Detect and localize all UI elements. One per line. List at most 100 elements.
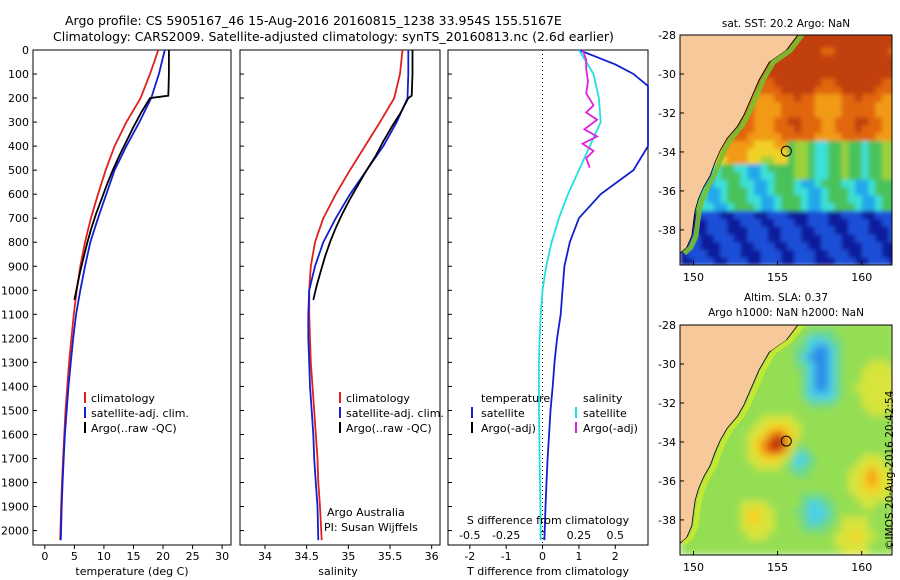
heatmap-cell <box>841 516 849 525</box>
heatmap-cell <box>875 430 883 439</box>
heatmap-cell <box>794 414 802 424</box>
heatmap-cell <box>828 469 836 478</box>
heatmap-cell <box>868 93 876 102</box>
heatmap-cell <box>754 523 762 533</box>
heatmap-cell <box>875 539 883 548</box>
heatmap-cell <box>801 367 809 377</box>
heatmap-cell <box>814 453 822 462</box>
heatmap-cell <box>828 38 836 48</box>
heatmap-cell <box>814 202 822 211</box>
heatmap-cell <box>821 148 829 157</box>
heatmap-cell <box>754 492 762 501</box>
heatmap-cell <box>841 539 849 548</box>
legend-header-salinity: salinity <box>583 392 623 405</box>
heatmap-cell <box>841 477 849 486</box>
heatmap-cell <box>814 461 822 470</box>
heatmap-cell <box>706 233 715 243</box>
heatmap-cell <box>713 241 721 250</box>
heatmap-cell <box>760 469 769 478</box>
heatmap-cell <box>754 226 762 235</box>
heatmap-cell <box>841 422 849 431</box>
heatmap-cell <box>841 375 849 385</box>
heatmap-cell <box>821 469 829 478</box>
heatmap-cell <box>855 391 863 400</box>
heatmap-cell <box>881 422 890 431</box>
heatmap-cell <box>861 249 869 258</box>
temperature-plot-frame <box>32 49 232 546</box>
heatmap-cell <box>807 101 816 110</box>
heatmap-cell <box>740 422 748 431</box>
heatmap-cell <box>828 85 836 95</box>
heatmap-cell <box>727 257 735 265</box>
heatmap-cell <box>706 508 715 517</box>
heatmap-cell <box>767 70 775 79</box>
heatmap-cell <box>774 484 782 494</box>
heatmap-cell <box>727 140 735 149</box>
heatmap-cell <box>821 202 829 211</box>
heatmap-cell <box>767 148 775 157</box>
heatmap-cell <box>774 194 782 204</box>
heatmap-cell <box>747 202 755 211</box>
heatmap-cell <box>848 453 856 462</box>
heatmap-cell <box>888 453 892 462</box>
heatmap-cell <box>841 383 849 392</box>
heatmap-cell <box>794 62 802 71</box>
difference-legend: temperature salinity satellite Argo(-adj… <box>471 392 638 435</box>
heatmap-cell <box>801 54 809 63</box>
heatmap-cell <box>801 508 809 517</box>
heatmap-cell <box>881 187 890 196</box>
heatmap-cell <box>720 461 728 470</box>
heatmap-cell <box>807 132 816 141</box>
heatmap-cell <box>781 484 789 494</box>
heatmap-cell <box>807 352 816 361</box>
heatmap-cell <box>767 171 775 180</box>
heatmap-cell <box>720 226 728 235</box>
x-tick-label: 15 <box>126 550 140 563</box>
heatmap-cell <box>875 414 883 424</box>
heatmap-cell <box>807 171 816 180</box>
heatmap-cell <box>814 445 822 455</box>
heatmap-cell <box>794 257 802 265</box>
heatmap-cell <box>828 367 836 377</box>
legend-label-t-argo: Argo(-adj) <box>481 422 536 435</box>
heatmap-cell <box>807 257 816 265</box>
heatmap-cell <box>720 163 728 172</box>
heatmap-cell <box>801 109 809 118</box>
heatmap-cell <box>888 116 892 126</box>
heatmap-cell <box>801 516 809 525</box>
heatmap-cell <box>747 249 755 258</box>
heatmap-cell <box>875 148 883 157</box>
heatmap-cell <box>834 539 843 548</box>
heatmap-cell <box>888 249 892 258</box>
heatmap-cell <box>787 500 795 509</box>
heatmap-cell <box>861 187 869 196</box>
heatmap-cell <box>821 70 829 79</box>
heatmap-cell <box>855 360 863 369</box>
heatmap-cell <box>841 101 849 110</box>
heatmap-cell <box>807 414 816 424</box>
heatmap-cell <box>855 399 863 408</box>
heatmap-cell <box>747 210 755 219</box>
heatmap-cell <box>861 132 869 141</box>
heatmap-cell <box>814 70 822 79</box>
heatmap-cell <box>875 210 883 219</box>
heatmap-cell <box>828 132 836 141</box>
heatmap-cell <box>855 62 863 71</box>
heatmap-cell <box>807 140 816 149</box>
heatmap-cell <box>868 187 876 196</box>
heatmap-cell <box>801 210 809 219</box>
heatmap-cell <box>881 367 890 377</box>
heatmap-cell <box>787 414 795 424</box>
heatmap-cell <box>875 383 883 392</box>
heatmap-cell <box>868 171 876 180</box>
heatmap-cell <box>720 257 728 265</box>
heatmap-cell <box>774 148 782 157</box>
heatmap-cell <box>740 249 748 258</box>
heatmap-cell <box>888 85 892 95</box>
heatmap-cell <box>881 360 890 369</box>
heatmap-cell <box>841 233 849 243</box>
heatmap-cell <box>767 477 775 486</box>
lat-tick-label: -28 <box>658 319 676 332</box>
heatmap-cell <box>848 461 856 470</box>
heatmap-cell <box>774 62 782 71</box>
